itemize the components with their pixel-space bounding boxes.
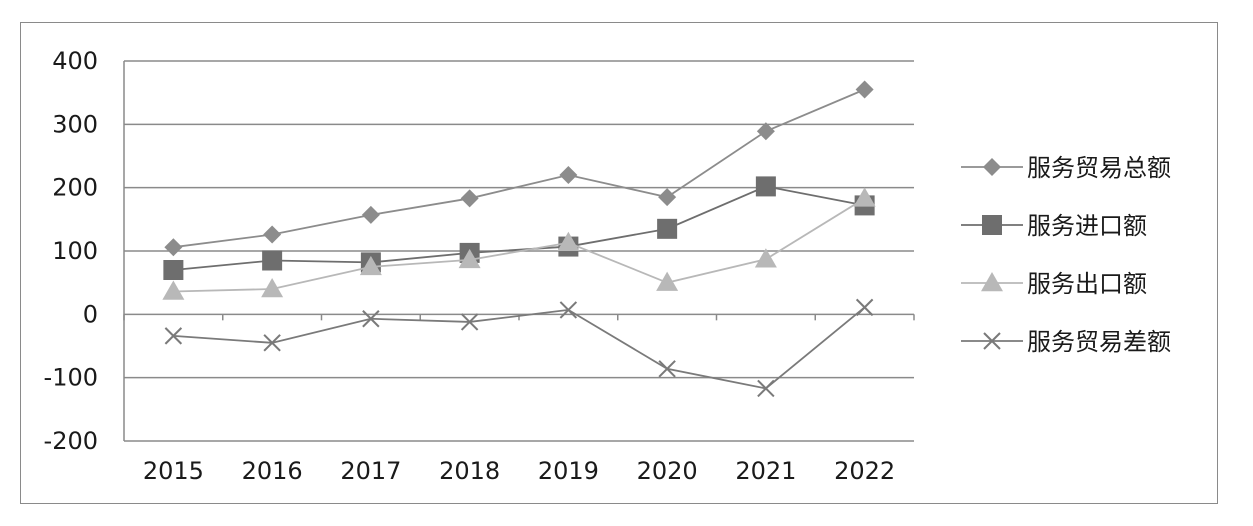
x-tick-label: 2020: [637, 457, 698, 485]
x-tick-label: 2021: [735, 457, 796, 485]
x-marker-stroke: [983, 332, 1001, 350]
data-point-total: [164, 238, 183, 257]
series-line-balance: [173, 306, 866, 390]
legend-label: 服务贸易总额: [1027, 154, 1171, 182]
data-point-import: [755, 176, 776, 197]
legend-marker: [982, 215, 1002, 235]
x-marker-stroke: [559, 301, 578, 319]
x-tick-label: 2016: [242, 457, 303, 485]
y-tick-label: 200: [52, 174, 98, 202]
y-tick-label: -100: [44, 364, 98, 392]
data-point-total: [460, 189, 479, 208]
series-total: [164, 80, 874, 257]
data-point-total: [658, 188, 677, 207]
data-point-export: [162, 280, 185, 300]
data-point-balance: [559, 301, 578, 319]
data-point-export: [359, 255, 382, 276]
data-point-balance: [757, 379, 775, 398]
legend-label: 服务出口额: [1027, 270, 1147, 298]
data-point-balance: [855, 298, 874, 317]
series-line-total: [173, 88, 865, 249]
series-balance: [164, 298, 874, 398]
data-point-import: [262, 250, 283, 271]
x-marker-stroke: [362, 310, 380, 328]
series-line-import: [173, 185, 865, 271]
data-point-balance: [460, 313, 479, 331]
data-point-balance: [362, 310, 380, 328]
y-tick-label: 300: [52, 110, 98, 138]
data-point-total: [361, 205, 380, 224]
data-point-export: [656, 271, 679, 291]
legend-marker: [983, 332, 1001, 350]
legend-item-import: 服务进口额: [961, 212, 1147, 240]
data-point-export: [853, 187, 876, 207]
data-point-import: [657, 218, 678, 239]
data-point-total: [559, 166, 578, 184]
x-marker-stroke: [263, 334, 281, 352]
data-point-export: [754, 248, 777, 268]
chart-frame: 400 300 200 100 0 -100 -200 2015 2016 2017 2018 201…: [20, 22, 1218, 504]
axis-layer: 400 300 200 100 0 -100 -200 2015 2016 2017 2018 201…: [44, 47, 915, 485]
x-tick-label: 2019: [538, 457, 599, 485]
data-point-balance: [263, 334, 281, 352]
y-tick-label: 100: [52, 237, 98, 265]
x-marker-stroke: [855, 298, 874, 317]
data-point-export: [458, 248, 481, 269]
line-chart: 400 300 200 100 0 -100 -200 2015 2016 2017 2018 201…: [44, 47, 1171, 485]
data-point-total: [263, 225, 282, 244]
data-point-balance: [658, 360, 676, 378]
x-tick-label: 2015: [143, 457, 204, 485]
y-tick-label: -200: [44, 427, 98, 455]
series-line-export: [173, 197, 866, 293]
legend-label: 服务贸易差额: [1027, 328, 1171, 356]
data-point-total: [756, 122, 775, 141]
y-tick-label: 0: [83, 300, 98, 328]
series-layer: [162, 80, 876, 398]
data-point-total: [855, 80, 874, 99]
x-tick-label: 2018: [439, 457, 500, 485]
x-tick-label: 2017: [340, 457, 401, 485]
data-point-export: [557, 231, 580, 252]
x-marker-stroke: [164, 327, 183, 345]
data-point-balance: [164, 327, 183, 345]
data-point-export: [261, 278, 284, 298]
data-point-import: [163, 260, 184, 280]
x-marker-stroke: [658, 360, 676, 378]
legend-item-export: 服务出口额: [961, 270, 1147, 298]
x-marker-stroke: [757, 379, 775, 398]
y-tick-label: 400: [52, 47, 98, 75]
legend-item-balance: 服务贸易差额: [961, 328, 1171, 356]
x-marker-stroke: [460, 313, 479, 331]
series-export: [162, 187, 876, 300]
x-tick-label: 2022: [834, 457, 895, 485]
legend-label: 服务进口额: [1027, 212, 1147, 240]
legend-marker: [981, 272, 1003, 292]
legend-item-total: 服务贸易总额: [961, 154, 1171, 182]
legend-marker: [983, 158, 1001, 176]
